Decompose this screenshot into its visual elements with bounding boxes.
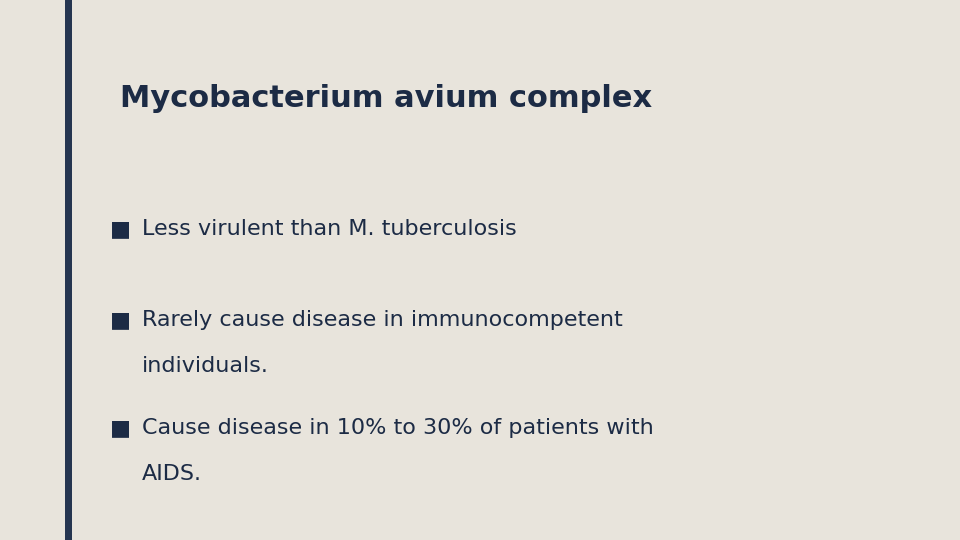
Text: Less virulent than M. tuberculosis: Less virulent than M. tuberculosis	[142, 219, 516, 239]
Text: AIDS.: AIDS.	[142, 464, 202, 484]
Text: Mycobacterium avium complex: Mycobacterium avium complex	[120, 84, 652, 113]
Text: ■: ■	[110, 219, 132, 239]
Text: ■: ■	[110, 310, 132, 330]
Bar	[65, 0, 72, 540]
Text: individuals.: individuals.	[142, 356, 269, 376]
Text: Cause disease in 10% to 30% of patients with: Cause disease in 10% to 30% of patients …	[142, 418, 654, 438]
Text: ■: ■	[110, 418, 132, 438]
Text: Rarely cause disease in immunocompetent: Rarely cause disease in immunocompetent	[142, 310, 623, 330]
